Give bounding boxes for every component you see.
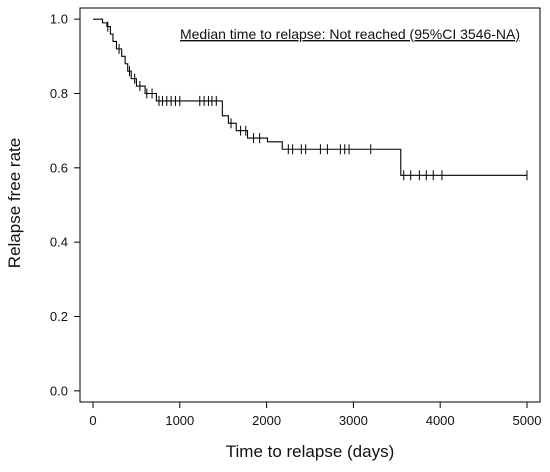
y-axis-title: Relapse free rate <box>5 138 24 268</box>
y-tick-label: 1.0 <box>50 12 68 27</box>
x-tick-label: 5000 <box>513 413 542 428</box>
marks-layer <box>93 18 528 181</box>
y-tick-label: 0.8 <box>50 86 68 101</box>
x-tick-label: 4000 <box>426 413 455 428</box>
y-tick-label: 0.2 <box>50 309 68 324</box>
plot-frame <box>79 7 541 403</box>
x-axis-title: Time to relapse (days) <box>226 442 394 461</box>
y-tick-label: 0.4 <box>50 235 68 250</box>
x-tick-label: 2000 <box>252 413 281 428</box>
chart-annotation: Median time to relapse: Not reached (95%… <box>180 26 520 42</box>
y-tick-label: 0.6 <box>50 160 68 175</box>
x-tick-label: 3000 <box>339 413 368 428</box>
axes-layer: 0 1000 2000 3000 4000 5000 0.0 0.2 0.4 0.6 0.8 1.0 <box>50 7 542 428</box>
survival-curve-line <box>93 18 527 176</box>
y-tick-label: 0.0 <box>50 383 68 398</box>
x-tick-label: 0 <box>89 413 96 428</box>
x-tick-label: 1000 <box>165 413 194 428</box>
